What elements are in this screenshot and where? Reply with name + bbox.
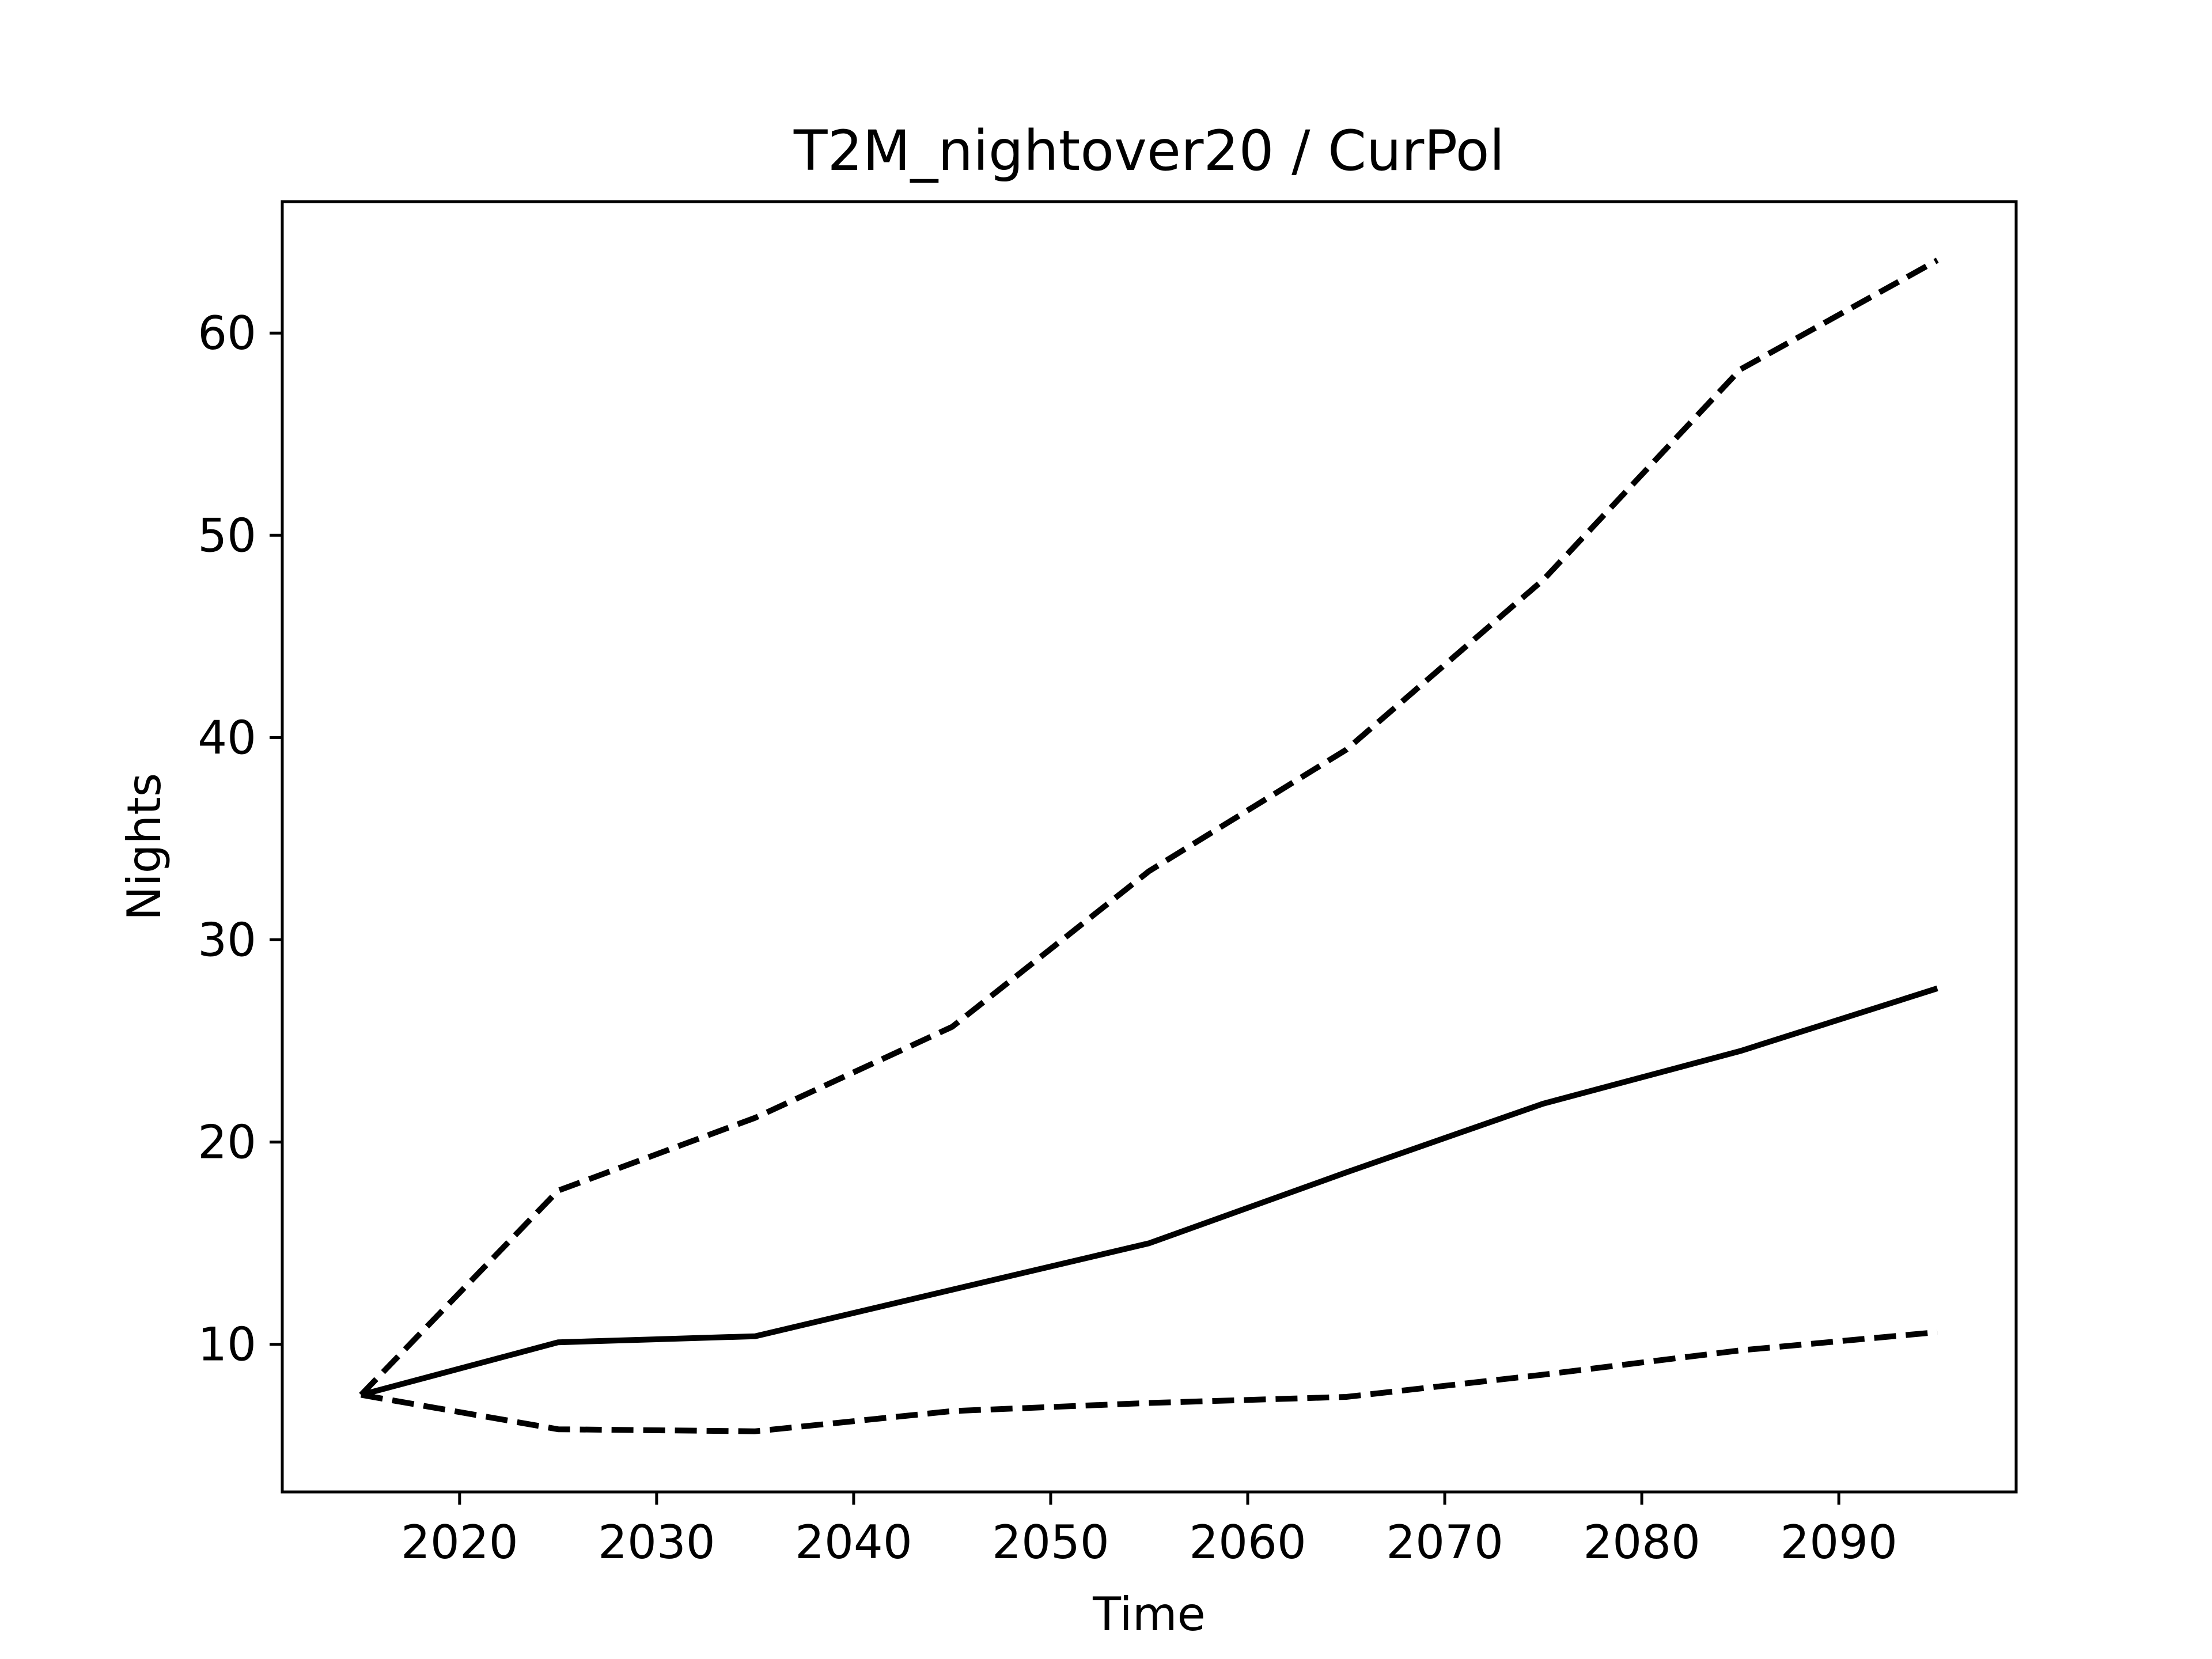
x-tick-label: 2050 <box>992 1516 1109 1569</box>
y-tick-label: 40 <box>198 711 256 764</box>
y-tick-label: 10 <box>198 1318 256 1372</box>
series-layer <box>359 257 1939 1434</box>
x-tick-label: 2020 <box>401 1516 518 1569</box>
x-tick-label: 2060 <box>1189 1516 1306 1569</box>
y-tick-label: 60 <box>198 306 256 360</box>
x-tick-label: 2090 <box>1780 1516 1897 1569</box>
x-tick-label: 2080 <box>1583 1516 1700 1569</box>
series-line-2-solid <box>360 986 1938 1398</box>
y-tick-label: 50 <box>198 509 256 562</box>
x-axis: 2020 2030 2040 2050 2060 2070 2080 2090 <box>401 1492 1897 1569</box>
x-axis-label: Time <box>1092 1588 1206 1641</box>
y-tick-label: 20 <box>198 1116 256 1169</box>
x-tick-label: 2040 <box>795 1516 912 1569</box>
x-tick-label: 2030 <box>598 1516 715 1569</box>
series-line-3-dashed <box>360 1329 1938 1434</box>
y-axis: 10 20 30 40 50 60 <box>198 306 282 1372</box>
y-tick-label: 30 <box>198 914 256 967</box>
x-tick-label: 2070 <box>1386 1516 1503 1569</box>
series-line-1-dashed <box>359 257 1939 1397</box>
plot-frame <box>281 200 2018 1494</box>
y-axis-label: Nights <box>118 773 171 921</box>
chart-title: T2M_nightover20 / CurPol <box>793 119 1505 183</box>
